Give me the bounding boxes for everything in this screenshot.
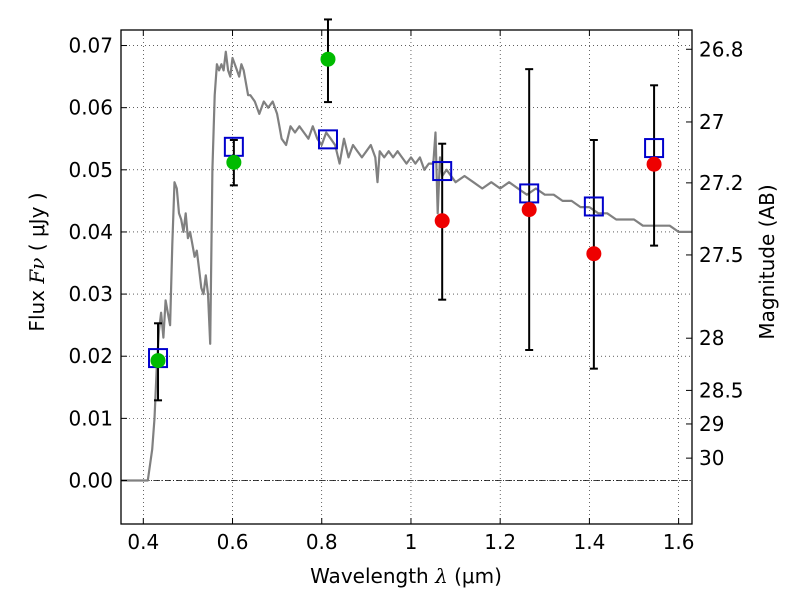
y-tick-label: 0.07 [68,34,113,58]
magnitude-tick-label: 28.5 [699,378,744,402]
magnitude-tick-label: 30 [699,446,724,470]
x-tick-label: 0.8 [306,530,338,554]
x-tick-label: 0.4 [127,530,159,554]
magnitude-tick-label: 27.5 [699,243,744,267]
model-square-marker [317,129,338,150]
x-tick-label: 1.2 [484,530,516,554]
magnitude-tick-label: 27.2 [699,171,744,195]
model-square-marker [432,161,453,182]
y-tick-label: 0.05 [68,158,113,182]
spectrum-line [121,50,692,482]
x-tick-label: 1 [405,530,418,554]
flux-point [226,154,242,170]
magnitude-tick-label: 27 [699,110,724,134]
flux-point [586,246,602,262]
x-tick-label: 0.6 [217,530,249,554]
y-tick-label: 0.04 [68,220,113,244]
magnitude-tick-label: 29 [699,412,724,436]
flux-point [320,51,336,67]
x-axis-label: Wavelength λ (μm) [310,564,502,588]
model-photometry-markers [148,129,665,369]
magnitude-tick-label: 28 [699,326,724,350]
x-tick-label: 1.4 [573,530,605,554]
x-tick-label: 1.6 [663,530,695,554]
magnitude-tick-label: 26.8 [699,37,744,61]
magnitude-axis-label: Magnitude (AB) [755,184,779,339]
y-tick-label: 0.00 [68,469,113,493]
y-axis-ticks: 0.00 0.01 0.02 0.03 0.04 0.05 0.06 0.07 [68,34,127,493]
flux-point [434,213,450,229]
y-axis-label: Flux Fν ( μJy ) [25,192,49,331]
flux-point [150,353,166,369]
x-axis-ticks: 0.4 0.6 0.8 1 1.2 1.4 1.6 [127,30,695,554]
y-tick-label: 0.06 [68,96,113,120]
model-spectrum-series [121,50,692,482]
model-square-marker [583,196,604,217]
y-tick-label: 0.01 [68,406,113,430]
plot-border [120,29,693,525]
flux-point [521,202,537,218]
magnitude-axis-ticks: 26.8 27 27.2 27.5 28 28.5 29 30 [686,37,744,470]
flux-point [646,156,662,172]
y-tick-label: 0.03 [68,282,113,306]
observed-flux-markers [150,51,662,369]
y-tick-label: 0.02 [68,344,113,368]
plot-frame [120,29,693,525]
